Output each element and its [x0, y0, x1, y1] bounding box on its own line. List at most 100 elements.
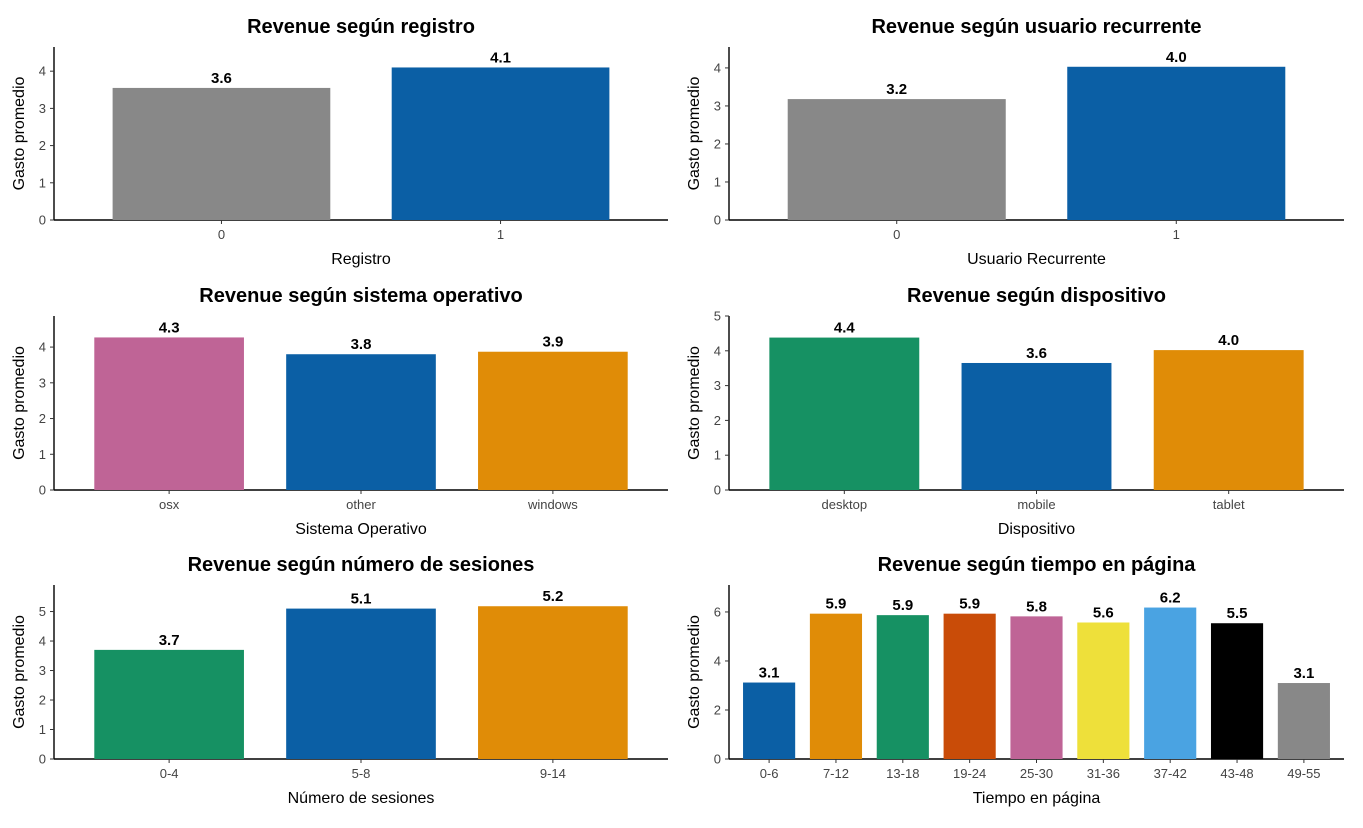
- data-label: 4.3: [159, 319, 180, 336]
- x-axis-title: Usuario Recurrente: [967, 251, 1106, 268]
- y-tick-label: 3: [714, 378, 721, 393]
- data-label: 3.9: [542, 334, 563, 351]
- bar: [1144, 607, 1197, 759]
- x-axis-title: Tiempo en página: [973, 790, 1101, 807]
- chart-panel-6: Revenue según tiempo en página 0 2 4 6 3.1 0-6…: [686, 554, 1344, 807]
- y-tick-label: 0: [714, 483, 721, 498]
- chart-panel-1: Revenue según registro 0 1 2 3 4 3.6 0 4.1 1 Regis…: [11, 16, 668, 268]
- x-tick-label: 13-18: [886, 766, 919, 781]
- data-label: 3.8: [351, 336, 372, 353]
- chart-panel-2: Revenue según usuario recurrente 0 1 2 3 4 3.2…: [686, 16, 1344, 268]
- x-tick-label: 31-36: [1087, 766, 1120, 781]
- x-tick-label: 1: [497, 227, 504, 242]
- data-label: 3.1: [759, 665, 780, 682]
- data-label: 4.1: [490, 49, 511, 66]
- bar: [1153, 350, 1304, 490]
- y-tick-label: 2: [714, 136, 721, 151]
- chart-panel-4: Revenue según dispositivo 0 1 2 3 4 5 4.4 deskto…: [686, 285, 1344, 538]
- y-tick-label: 1: [39, 175, 46, 190]
- bar: [1067, 66, 1286, 221]
- y-tick-label: 3: [714, 98, 721, 113]
- bar: [94, 649, 244, 759]
- data-label: 5.9: [959, 596, 980, 613]
- y-tick-label: 0: [39, 752, 46, 767]
- y-tick-label: 4: [39, 634, 46, 649]
- data-label: 5.5: [1227, 605, 1248, 622]
- y-axis-title: Gasto promedio: [11, 615, 28, 729]
- x-tick-label: windows: [527, 497, 578, 512]
- x-tick-label: 0: [218, 227, 225, 242]
- x-tick-label: 9-14: [540, 766, 566, 781]
- y-tick-label: 1: [714, 174, 721, 189]
- y-tick-label: 6: [714, 604, 721, 619]
- data-label: 3.2: [886, 81, 907, 98]
- bar: [1277, 683, 1330, 759]
- y-tick-label: 1: [39, 722, 46, 737]
- y-tick-label: 4: [714, 653, 721, 668]
- bar: [943, 613, 996, 759]
- x-axis-title: Sistema Operativo: [295, 521, 427, 538]
- data-label: 3.6: [1026, 345, 1047, 362]
- x-tick-label: 43-48: [1220, 766, 1253, 781]
- x-tick-label: 1: [1173, 227, 1180, 242]
- chart-title: Revenue según número de sesiones: [188, 554, 535, 576]
- chart-title: Revenue según registro: [247, 16, 475, 38]
- data-label: 4.4: [834, 320, 856, 337]
- data-label: 4.0: [1218, 332, 1239, 349]
- chart-panel-5: Revenue según número de sesiones 0 1 2 3 4 5 3.…: [11, 554, 668, 807]
- y-tick-label: 2: [39, 411, 46, 426]
- y-axis-title: Gasto promedio: [686, 76, 703, 190]
- chart-title: Revenue según dispositivo: [907, 285, 1166, 307]
- bar: [478, 351, 628, 490]
- chart-title: Revenue según sistema operativo: [199, 285, 522, 307]
- bar: [876, 615, 929, 759]
- y-tick-label: 2: [39, 693, 46, 708]
- data-label: 3.1: [1293, 665, 1314, 682]
- y-axis-title: Gasto promedio: [686, 615, 703, 729]
- bar: [286, 354, 436, 490]
- y-tick-label: 0: [714, 213, 721, 228]
- data-label: 5.9: [826, 596, 847, 613]
- bar: [286, 608, 436, 759]
- bar: [809, 613, 863, 759]
- x-tick-label: 37-42: [1154, 766, 1187, 781]
- data-label: 6.2: [1160, 590, 1181, 607]
- x-tick-label: 7-12: [823, 766, 849, 781]
- x-tick-label: mobile: [1017, 497, 1055, 512]
- y-tick-label: 4: [714, 60, 721, 75]
- data-label: 5.9: [892, 597, 913, 614]
- bar: [1077, 622, 1130, 759]
- y-tick-label: 4: [39, 64, 46, 79]
- data-label: 4.0: [1166, 49, 1187, 66]
- chart-title: Revenue según usuario recurrente: [871, 16, 1201, 38]
- bar: [961, 362, 1112, 490]
- data-label: 3.7: [159, 632, 180, 649]
- bar: [112, 87, 331, 220]
- x-tick-label: 25-30: [1020, 766, 1053, 781]
- y-tick-label: 2: [39, 138, 46, 153]
- y-tick-label: 3: [39, 375, 46, 390]
- y-tick-label: 2: [714, 413, 721, 428]
- bar: [1010, 616, 1063, 759]
- y-tick-label: 5: [714, 309, 721, 324]
- x-tick-label: osx: [159, 497, 180, 512]
- y-tick-label: 4: [39, 340, 46, 355]
- y-tick-label: 3: [39, 101, 46, 116]
- y-tick-label: 0: [714, 752, 721, 767]
- bar: [391, 67, 610, 220]
- x-tick-label: 0: [893, 227, 900, 242]
- x-tick-label: tablet: [1213, 497, 1245, 512]
- y-tick-label: 0: [39, 483, 46, 498]
- bar: [787, 99, 1006, 220]
- data-label: 5.6: [1093, 604, 1114, 621]
- y-axis-title: Gasto promedio: [11, 76, 28, 190]
- x-axis-title: Registro: [331, 251, 391, 268]
- y-tick-label: 5: [39, 604, 46, 619]
- x-tick-label: 5-8: [352, 766, 371, 781]
- data-label: 5.8: [1026, 598, 1047, 615]
- x-tick-label: 0-6: [760, 766, 779, 781]
- y-tick-label: 4: [714, 343, 721, 358]
- bar: [94, 337, 244, 490]
